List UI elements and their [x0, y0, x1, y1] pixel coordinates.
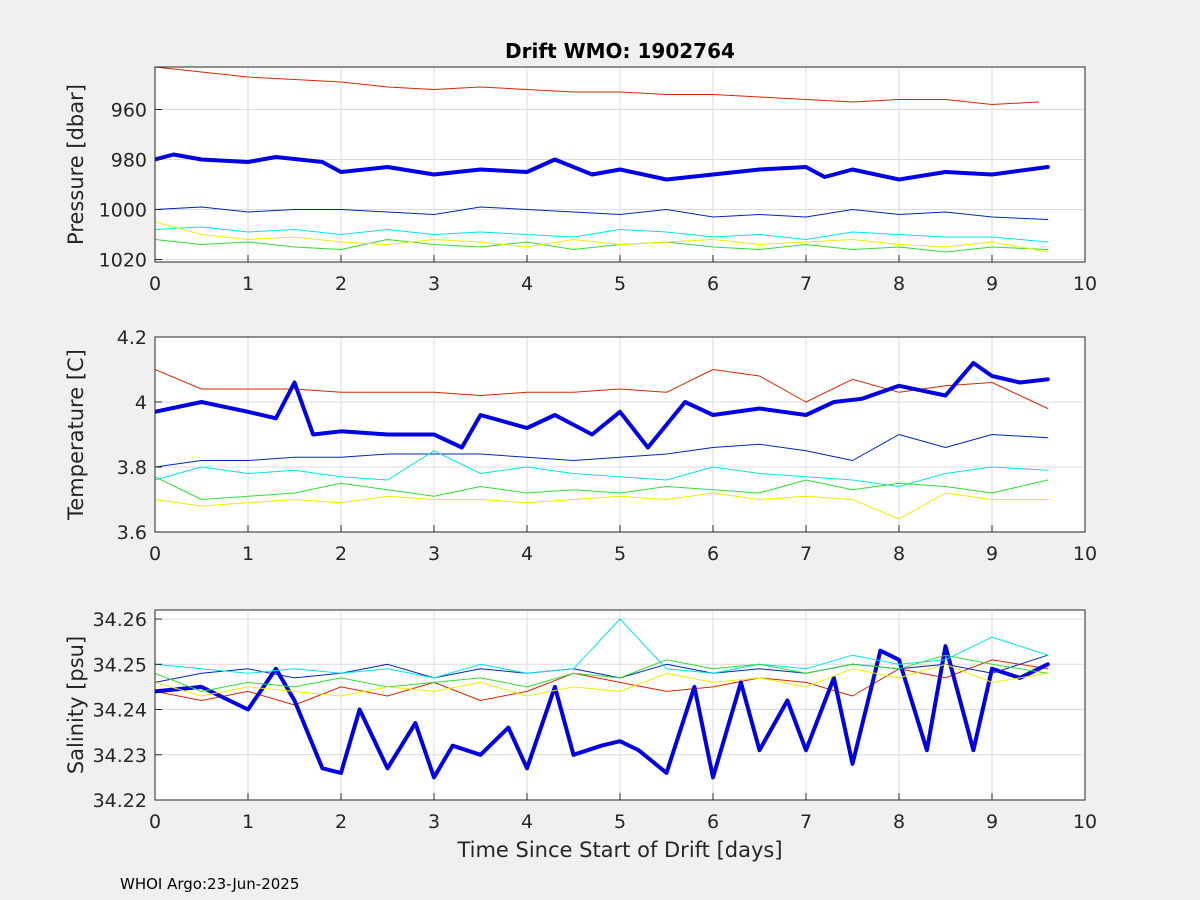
salinity-x-tick-label: 1 [242, 811, 254, 833]
salinity-series-line-4 [155, 618, 1049, 679]
salinity-y-tick-label: 34.24 [93, 700, 147, 722]
pressure-series-line-2 [155, 152, 1050, 182]
pressure-series-group [155, 67, 1050, 253]
temperature-x-tick-label: 9 [986, 543, 998, 565]
salinity-series-line-2 [155, 644, 1050, 780]
temperature-series-line-6 [155, 492, 1049, 520]
chart-title: Drift WMO: 1902764 [505, 39, 735, 63]
temperature-y-tick-label: 4 [135, 392, 147, 414]
pressure-series-line-5 [155, 239, 1049, 253]
temperature-y-tick-label: 3.8 [117, 457, 147, 479]
salinity-y-axis-label: Salinity [psu] [64, 636, 88, 774]
pressure-x-tick-label: 10 [1073, 273, 1097, 295]
pressure-x-tick-label: 2 [335, 273, 347, 295]
salinity-x-tick-label: 3 [428, 811, 440, 833]
salinity-series-line-6 [155, 663, 1049, 697]
temperature-series-line-2 [155, 361, 1050, 450]
salinity-series-line-1 [155, 659, 1049, 706]
salinity-y-tick-label: 34.23 [93, 745, 147, 767]
pressure-series-line-3 [155, 206, 1049, 220]
pressure-x-tick-label: 1 [242, 273, 254, 295]
temperature-x-tick-label: 3 [428, 543, 440, 565]
salinity-series-line-5 [155, 654, 1049, 692]
pressure-x-tick-label: 7 [800, 273, 812, 295]
temperature-y-tick-label: 4.2 [117, 327, 147, 349]
footer-credit: WHOI Argo:23-Jun-2025 [120, 875, 299, 893]
salinity-x-tick-label: 5 [614, 811, 626, 833]
pressure-x-tick-label: 3 [428, 273, 440, 295]
salinity-x-tick-label: 8 [893, 811, 905, 833]
pressure-series-line-1 [155, 67, 1039, 105]
temperature-axes: 0 1 2 3 4 5 6 7 8 9 10 3.6 3.8 4 4.2 Temperature [C] [64, 327, 1097, 565]
temperature-x-tick-label: 2 [335, 543, 347, 565]
pressure-axes: 0 1 2 3 4 5 6 7 8 9 10 960 980 1000 1020 Pressure [dbar… [64, 66, 1097, 295]
pressure-y-tick-label: 1000 [99, 200, 147, 222]
salinity-axes: 0 1 2 3 4 5 6 7 8 9 10 34.22 34.23 34.24 34.25 34.26Sal… [64, 609, 1097, 862]
salinity-x-tick-label: 7 [800, 811, 812, 833]
temperature-x-tick-label: 4 [521, 543, 533, 565]
temperature-x-tick-label: 8 [893, 543, 905, 565]
temperature-x-tick-label: 5 [614, 543, 626, 565]
temperature-series-line-5 [155, 476, 1049, 500]
temperature-x-tick-label: 7 [800, 543, 812, 565]
temperature-x-tick-label: 0 [149, 543, 161, 565]
temperature-y-axis-label: Temperature [C] [64, 349, 88, 521]
salinity-y-tick-label: 34.22 [93, 790, 147, 812]
pressure-x-tick-label: 9 [986, 273, 998, 295]
temperature-series-line-4 [155, 450, 1049, 487]
salinity-x-tick-label: 6 [707, 811, 719, 833]
pressure-y-axis-label: Pressure [dbar] [64, 84, 88, 245]
temperature-series-group [155, 361, 1050, 520]
pressure-x-tick-label: 5 [614, 273, 626, 295]
salinity-series-group [155, 618, 1050, 780]
salinity-x-tick-label: 10 [1073, 811, 1097, 833]
pressure-y-tick-label: 980 [111, 150, 147, 172]
pressure-x-tick-label: 0 [149, 273, 161, 295]
salinity-x-axis-label: Time Since Start of Drift [days] [456, 838, 782, 862]
pressure-x-tick-label: 4 [521, 273, 533, 295]
temperature-x-tick-label: 1 [242, 543, 254, 565]
pressure-y-tick-label: 960 [111, 100, 147, 122]
temperature-series-line-3 [155, 434, 1049, 468]
pressure-series-line-4 [155, 226, 1049, 243]
salinity-x-tick-label: 0 [149, 811, 161, 833]
temperature-y-tick-label: 3.6 [117, 522, 147, 544]
temperature-x-tick-label: 10 [1073, 543, 1097, 565]
salinity-y-tick-label: 34.26 [93, 609, 147, 631]
salinity-y-tick-label: 34.25 [93, 654, 147, 676]
pressure-x-tick-label: 8 [893, 273, 905, 295]
pressure-series-line-6 [155, 221, 1049, 253]
salinity-x-tick-label: 9 [986, 811, 998, 833]
salinity-x-tick-label: 4 [521, 811, 533, 833]
pressure-y-tick-label: 1020 [99, 250, 147, 272]
temperature-x-tick-label: 6 [707, 543, 719, 565]
salinity-x-tick-label: 2 [335, 811, 347, 833]
pressure-x-tick-label: 6 [707, 273, 719, 295]
